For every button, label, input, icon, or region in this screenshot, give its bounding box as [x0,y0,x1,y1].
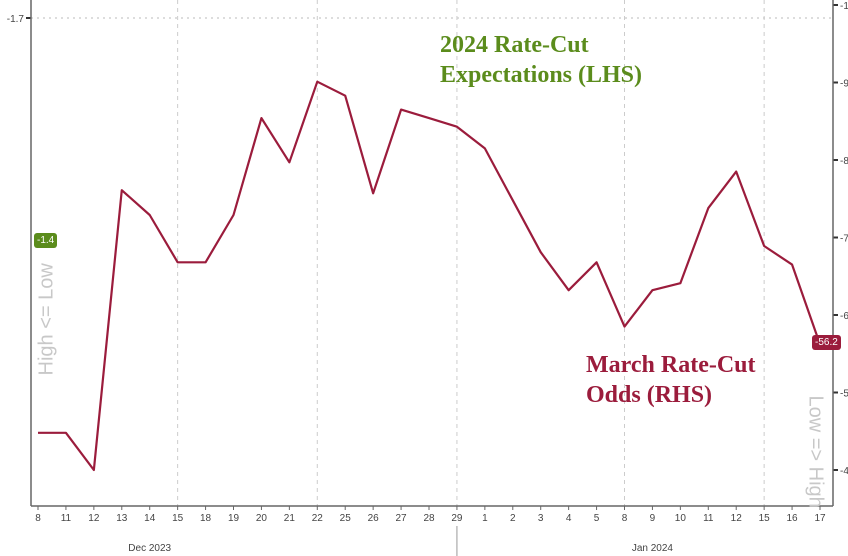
series-line-march-odds [38,80,822,472]
right-tick-label: -40 [840,466,848,477]
x-tick-label: 1 [482,513,488,524]
x-tick-label: 22 [312,513,324,524]
x-tick-label: 26 [368,513,380,524]
x-tick-label: 16 [787,513,799,524]
x-tick-label: 15 [759,513,771,524]
legend-lhs-line1: 2024 Rate-Cut [440,32,589,58]
x-tick-label: 25 [340,513,352,524]
right-tick-label: -100 [840,1,848,12]
right-tick-label: -50 [840,389,848,400]
x-tick-label: 28 [423,513,435,524]
left-tick-label: -1.7 [7,14,25,25]
x-tick-label: 2 [510,513,516,524]
x-tick-label: 17 [814,513,826,524]
legend-rhs-line1: March Rate-Cut [586,352,756,378]
legend-lhs-line2: Expectations (LHS) [440,62,643,88]
x-tick-label: 15 [172,513,184,524]
x-tick-label: 4 [566,513,572,524]
right-axis-label: Low => High [804,395,827,508]
x-tick-label: 8 [622,513,628,524]
lhs-last-value-badge: -1.4 [34,233,58,248]
x-tick-label: 21 [284,513,296,524]
legend-rhs: March Rate-Cut Odds (RHS) [586,350,756,410]
x-tick-label: 13 [116,513,128,524]
x-tick-label: 19 [228,513,240,524]
x-tick-label: 20 [256,513,268,524]
rhs-last-value-badge: -56.2 [812,335,841,350]
x-tick-label: 27 [396,513,408,524]
x-tick-label: 11 [703,513,714,524]
x-tick-label: 12 [88,513,100,524]
x-tick-label: 29 [451,513,463,524]
x-tick-label: 9 [650,513,656,524]
x-tick-label: 8 [35,513,41,524]
x-tick-label: 11 [61,513,72,524]
right-tick-label: -80 [840,156,848,167]
x-tick-label: 5 [594,513,600,524]
x-tick-label: 14 [144,513,156,524]
left-axis-label: High <= Low [35,263,58,376]
legend-rhs-line2: Odds (RHS) [586,382,713,408]
x-tick-label: 3 [538,513,544,524]
x-tick-label: 10 [675,513,687,524]
right-tick-label: -90 [840,79,848,90]
month-label: Dec 2023 [128,543,171,554]
legend-lhs: 2024 Rate-Cut Expectations (LHS) [440,30,642,90]
month-label: Jan 2024 [632,543,674,554]
x-tick-label: 12 [731,513,743,524]
right-tick-label: -60 [840,311,848,322]
x-tick-label: 18 [200,513,212,524]
right-tick-label: -70 [840,234,848,245]
